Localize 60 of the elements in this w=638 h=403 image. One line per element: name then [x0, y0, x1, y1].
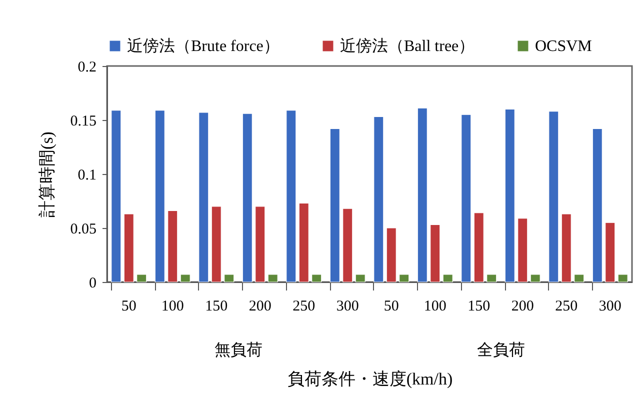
bar: [242, 113, 252, 282]
x-tick-label: 200: [248, 298, 272, 314]
bar: [461, 114, 472, 282]
bar: [255, 206, 266, 282]
y-tick-label: 0.15: [70, 114, 96, 130]
bar: [268, 274, 278, 282]
x-tick-label: 250: [292, 298, 316, 314]
bar: [355, 274, 366, 282]
text: 無負荷: [214, 341, 262, 359]
legend-label: OCSVM: [535, 38, 592, 55]
bar: [312, 274, 322, 282]
bar: [399, 274, 410, 282]
bar: [605, 222, 616, 282]
bar: [180, 274, 190, 282]
bar: [618, 274, 628, 282]
bar: [592, 128, 602, 282]
x-tick-label: 100: [161, 298, 184, 314]
y-axis-title: 計算時間(s): [37, 132, 56, 218]
bar: [124, 214, 134, 282]
bar: [442, 274, 453, 282]
x-tick-label: 250: [555, 298, 578, 314]
bar: [342, 208, 353, 282]
x-tick-label: 200: [511, 298, 534, 314]
bar: [154, 110, 165, 282]
bar: [286, 110, 296, 282]
bar: [548, 111, 559, 282]
bar: [298, 202, 309, 282]
x-tick-label: 150: [468, 298, 490, 314]
bar: [561, 214, 572, 282]
bar: [417, 108, 428, 282]
bar: [386, 228, 396, 282]
bar: [574, 274, 584, 282]
bar: [374, 116, 384, 282]
x-tick-label: 50: [384, 298, 399, 314]
bar: [330, 128, 340, 282]
x-axis-title: 負荷条件・速度(km/h): [287, 370, 453, 388]
x-tick-label: 150: [205, 298, 228, 314]
bar: [198, 112, 209, 282]
bar: [224, 274, 234, 282]
bar: [211, 206, 222, 282]
legend-label: 近傍法（Ball tree）: [340, 37, 475, 55]
bar: [168, 210, 178, 282]
y-tick-label: 0.2: [78, 60, 96, 76]
bar: [111, 110, 122, 282]
x-tick-label: 300: [598, 298, 622, 314]
text: 全負荷: [476, 341, 525, 359]
bar: [430, 224, 440, 282]
bar: [530, 274, 540, 282]
bar: [504, 108, 515, 282]
bar: [486, 274, 497, 282]
bar: [474, 212, 484, 282]
y-tick-label: 0.1: [78, 168, 96, 184]
bar: [518, 218, 528, 282]
x-tick-label: 300: [336, 298, 359, 314]
legend-label: 近傍法（Brute force）: [127, 37, 280, 55]
x-tick-label: 50: [121, 298, 136, 314]
y-tick-label: 0: [89, 276, 96, 292]
bar: [136, 274, 147, 282]
y-tick-label: 0.05: [70, 222, 96, 238]
x-tick-label: 100: [424, 298, 446, 314]
